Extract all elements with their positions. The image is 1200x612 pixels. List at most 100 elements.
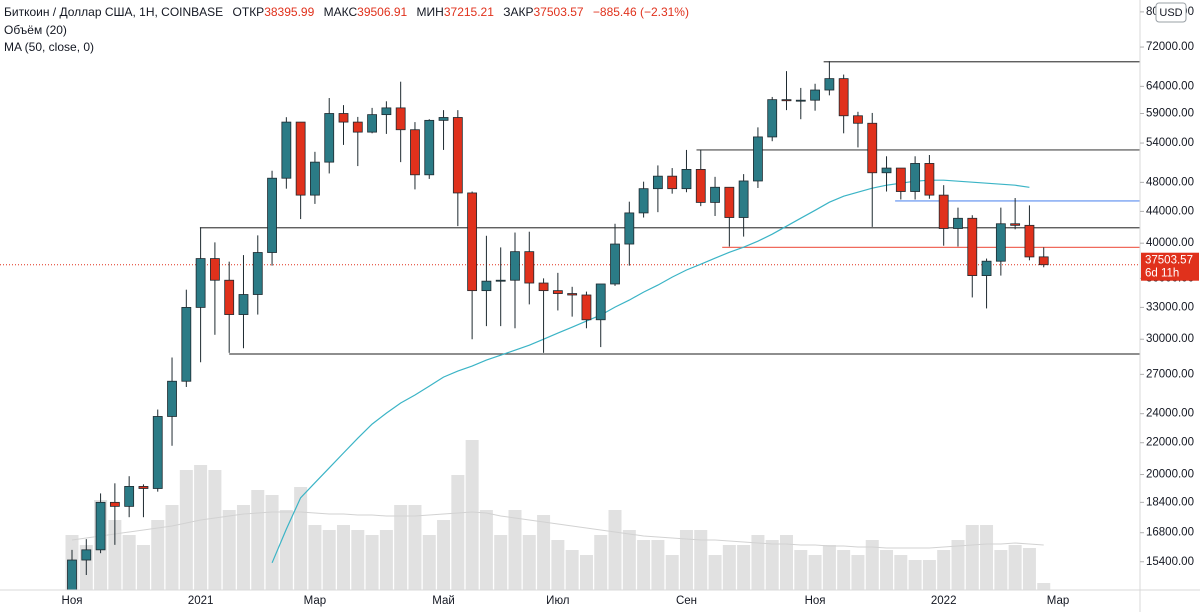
candle-body xyxy=(152,416,163,489)
y-tick-label: 40000.00 xyxy=(1146,237,1194,249)
candle-body xyxy=(695,169,706,203)
volume-bar xyxy=(579,555,593,590)
volume-bar xyxy=(522,535,536,590)
header: Биткоин / Доллар США, 1Н, COINBASE ОТКР3… xyxy=(4,5,689,19)
volume-bar xyxy=(322,530,336,590)
y-tick-label: 22000.00 xyxy=(1146,437,1194,449)
volume-bar xyxy=(951,540,965,590)
volume-bar xyxy=(551,540,565,590)
candle-body xyxy=(324,113,335,163)
candle-body xyxy=(281,121,292,179)
candle-body xyxy=(438,117,449,121)
candle-body xyxy=(295,121,306,196)
candle-body xyxy=(167,380,177,417)
candle-body xyxy=(595,283,606,321)
volume-bar xyxy=(865,540,879,590)
x-tick-label: Ноя xyxy=(805,595,826,607)
candle-body xyxy=(495,279,506,282)
volume-bar xyxy=(651,540,665,590)
candle-body xyxy=(1024,224,1035,258)
volume-bar xyxy=(780,535,793,590)
candle-body xyxy=(224,279,235,315)
close-value: 37503.57 xyxy=(534,5,584,19)
candle-body xyxy=(538,282,549,292)
y-tick-label: 18400.00 xyxy=(1146,496,1194,508)
volume-bar xyxy=(108,520,122,590)
currency-label: USD xyxy=(1159,7,1182,19)
candle-body xyxy=(853,115,863,124)
candle-body xyxy=(424,119,435,176)
price-badge-value: 37503.57 xyxy=(1145,255,1193,267)
volume-bar xyxy=(294,487,308,590)
candle-body xyxy=(252,252,263,295)
candle-body xyxy=(138,486,149,489)
candle-body xyxy=(1010,223,1021,226)
volume-bar xyxy=(479,510,493,590)
y-tick-label: 33000.00 xyxy=(1146,301,1194,313)
candle-body xyxy=(867,122,878,174)
volume-bar xyxy=(394,505,408,590)
volume-bar xyxy=(622,530,636,590)
y-tick-label: 72000.00 xyxy=(1146,41,1194,53)
volume-bar xyxy=(351,530,365,590)
candle-body xyxy=(367,114,377,133)
candle-body xyxy=(967,217,978,276)
volume-bar xyxy=(637,540,651,590)
volume-bar xyxy=(365,535,379,590)
candle-body xyxy=(724,186,735,218)
candle-body xyxy=(567,293,578,296)
y-tick-label: 44000.00 xyxy=(1146,205,1194,217)
high-value: 39506.91 xyxy=(357,5,407,19)
axes: 15400.00 16800.00 18400.00 20000.00 22000.00… xyxy=(62,2,1199,607)
volume-bar xyxy=(980,525,994,590)
volume-bar xyxy=(708,555,722,590)
volume-bar xyxy=(165,505,179,590)
volume-bar xyxy=(794,550,808,590)
volume-bar xyxy=(308,525,322,590)
candle-body xyxy=(124,486,135,507)
volume-bar xyxy=(222,510,236,590)
volume-bar xyxy=(679,530,693,590)
y-tick-label: 15400.00 xyxy=(1146,556,1194,568)
y-tick-label: 30000.00 xyxy=(1146,333,1194,345)
volume-bar xyxy=(594,535,608,590)
volume-bar xyxy=(265,495,279,590)
y-tick-label: 27000.00 xyxy=(1146,368,1194,380)
low-label: МИН xyxy=(417,5,444,19)
low-value: 37215.21 xyxy=(444,5,494,19)
currency-badge xyxy=(1155,2,1187,23)
y-tick-label: 48000.00 xyxy=(1146,176,1194,188)
volume-bar xyxy=(437,520,451,590)
x-tick-label: Сен xyxy=(676,595,697,607)
y-tick-label: 54000.00 xyxy=(1146,137,1194,149)
price-badge xyxy=(1141,252,1199,281)
volume-bar xyxy=(1022,548,1036,590)
change-value: −885.46 (−2.31%) xyxy=(593,5,689,19)
candle-body xyxy=(638,188,649,214)
candle-body xyxy=(681,169,692,190)
candle-body xyxy=(838,78,849,117)
volume-bar xyxy=(722,545,736,590)
candle-body xyxy=(510,251,520,281)
candle-body xyxy=(338,113,349,123)
candle-body xyxy=(181,307,192,382)
candle-body xyxy=(581,294,592,321)
candle-body xyxy=(267,177,277,253)
y-tick-label: 24000.00 xyxy=(1146,408,1194,420)
volume-bar xyxy=(908,560,922,590)
candle-body xyxy=(824,78,835,91)
volume-bar xyxy=(494,535,508,590)
volume-bar xyxy=(337,525,351,590)
volume-bar xyxy=(694,530,708,590)
x-tick-label: 2021 xyxy=(188,595,214,607)
volume-bar xyxy=(422,535,436,590)
candle-body xyxy=(524,251,535,284)
candle-body xyxy=(410,129,420,176)
volume-bar xyxy=(236,505,250,590)
candle-body xyxy=(624,212,635,245)
y-tick-label: 64000.00 xyxy=(1146,80,1194,92)
volume-bar xyxy=(122,535,136,590)
volume-bar xyxy=(251,490,265,590)
volume-bar xyxy=(922,560,936,590)
y-tick-label: 16800.00 xyxy=(1146,527,1194,539)
